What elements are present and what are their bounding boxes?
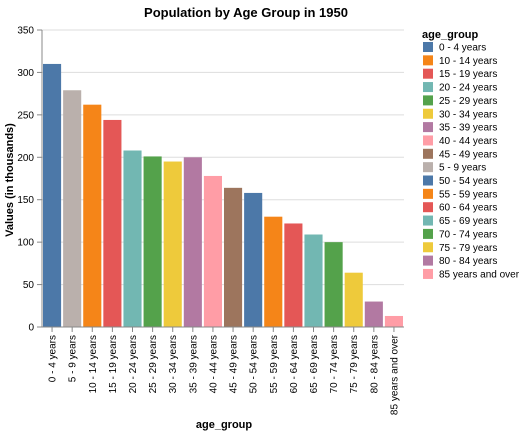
legend-swatch <box>423 108 433 119</box>
legend-swatch <box>423 95 433 106</box>
y-tick-label: 250 <box>17 110 34 121</box>
bar <box>224 187 243 327</box>
legend-label: 10 - 14 years <box>439 56 497 67</box>
legend-swatch <box>423 42 433 52</box>
legend-label: 70 - 74 years <box>439 229 497 240</box>
x-tick-label: 50 - 54 years <box>249 335 260 393</box>
legend-swatch <box>423 162 433 173</box>
bar <box>43 63 62 327</box>
bar <box>264 216 283 327</box>
x-tick-label: 15 - 19 years <box>108 335 119 393</box>
bar <box>143 156 162 327</box>
legend-swatch <box>423 228 433 239</box>
x-tick-label: 80 - 84 years <box>369 335 380 393</box>
bar <box>163 161 182 327</box>
x-axis: 0 - 4 years 5 - 9 years 10 - 14 years 15 - … <box>42 326 404 415</box>
legend-label: 60 - 64 years <box>439 203 497 214</box>
legend-swatch <box>423 175 433 186</box>
legend-swatch <box>423 148 433 159</box>
x-tick-label: 10 - 14 years <box>88 335 99 393</box>
bar <box>324 242 343 327</box>
legend-label: 5 - 9 years <box>439 163 486 174</box>
x-tick-label: 85 years and over <box>389 334 400 415</box>
bar <box>123 150 142 327</box>
y-tick-label: 300 <box>17 68 34 79</box>
x-tick-label: 20 - 24 years <box>128 335 139 393</box>
x-axis-title: age_group <box>196 419 253 431</box>
x-tick-label: 40 - 44 years <box>208 335 219 393</box>
x-tick-label: 45 - 49 years <box>229 335 240 393</box>
legend-swatch <box>423 68 433 79</box>
legend-swatch <box>423 202 433 213</box>
bar <box>284 223 303 327</box>
bars-group <box>43 63 403 328</box>
legend-label: 35 - 39 years <box>439 123 497 134</box>
bar <box>344 272 363 327</box>
legend-swatch <box>423 215 433 226</box>
bar <box>63 90 82 328</box>
legend-label: 80 - 84 years <box>439 256 497 267</box>
legend-swatch <box>423 268 433 279</box>
x-tick-label: 65 - 69 years <box>309 335 320 393</box>
x-tick-label: 0 - 4 years <box>48 335 59 382</box>
x-tick-label: 25 - 29 years <box>148 335 159 393</box>
y-tick-label: 200 <box>17 153 34 164</box>
bar <box>244 192 263 327</box>
bar <box>203 175 222 327</box>
y-tick-label: 150 <box>17 195 34 206</box>
legend-title: age_group <box>422 29 479 41</box>
chart-title: Population by Age Group in 1950 <box>144 5 348 20</box>
legend-swatch <box>423 242 433 253</box>
x-tick-label: 55 - 59 years <box>269 335 280 393</box>
y-axis-title: Values (in thousands) <box>4 123 16 237</box>
y-axis: 0 50 100 150 200 250 300 350 <box>17 26 43 334</box>
x-tick-label: 5 - 9 years <box>68 335 79 382</box>
x-tick-label: 30 - 34 years <box>168 335 179 393</box>
bar <box>304 234 323 327</box>
legend-label: 50 - 54 years <box>439 176 497 187</box>
x-tick-label: 75 - 79 years <box>349 335 360 393</box>
bar <box>364 301 383 327</box>
legend-label: 75 - 79 years <box>439 243 497 254</box>
legend-label: 30 - 34 years <box>439 109 497 120</box>
bar <box>103 119 122 327</box>
legend-swatch <box>423 188 433 199</box>
x-tick-label: 60 - 64 years <box>289 335 300 393</box>
y-tick-label: 350 <box>17 26 34 37</box>
legend-label: 0 - 4 years <box>439 43 486 54</box>
legend-swatch <box>423 255 433 266</box>
bar <box>384 315 403 327</box>
y-tick-label: 50 <box>23 280 35 291</box>
legend-swatch <box>423 122 433 133</box>
x-tick-label: 35 - 39 years <box>188 335 199 393</box>
legend-swatch <box>423 82 433 93</box>
y-tick-label: 100 <box>17 238 34 249</box>
legend-swatch <box>423 55 433 66</box>
legend-label: 65 - 69 years <box>439 216 497 227</box>
legend: age_group 0 - 4 years 10 - 14 years 15 - 1… <box>422 29 520 280</box>
legend-swatch <box>423 135 433 146</box>
legend-label: 40 - 44 years <box>439 136 497 147</box>
x-tick-label: 70 - 74 years <box>329 335 340 393</box>
y-tick-label: 0 <box>28 323 34 334</box>
legend-label: 55 - 59 years <box>439 189 497 200</box>
legend-label: 85 years and over <box>439 269 520 280</box>
legend-label: 45 - 49 years <box>439 149 497 160</box>
bar <box>183 157 202 327</box>
legend-label: 15 - 19 years <box>439 69 497 80</box>
legend-label: 25 - 29 years <box>439 96 497 107</box>
gridlines <box>42 29 404 328</box>
legend-label: 20 - 24 years <box>439 83 497 94</box>
bar <box>83 104 102 327</box>
